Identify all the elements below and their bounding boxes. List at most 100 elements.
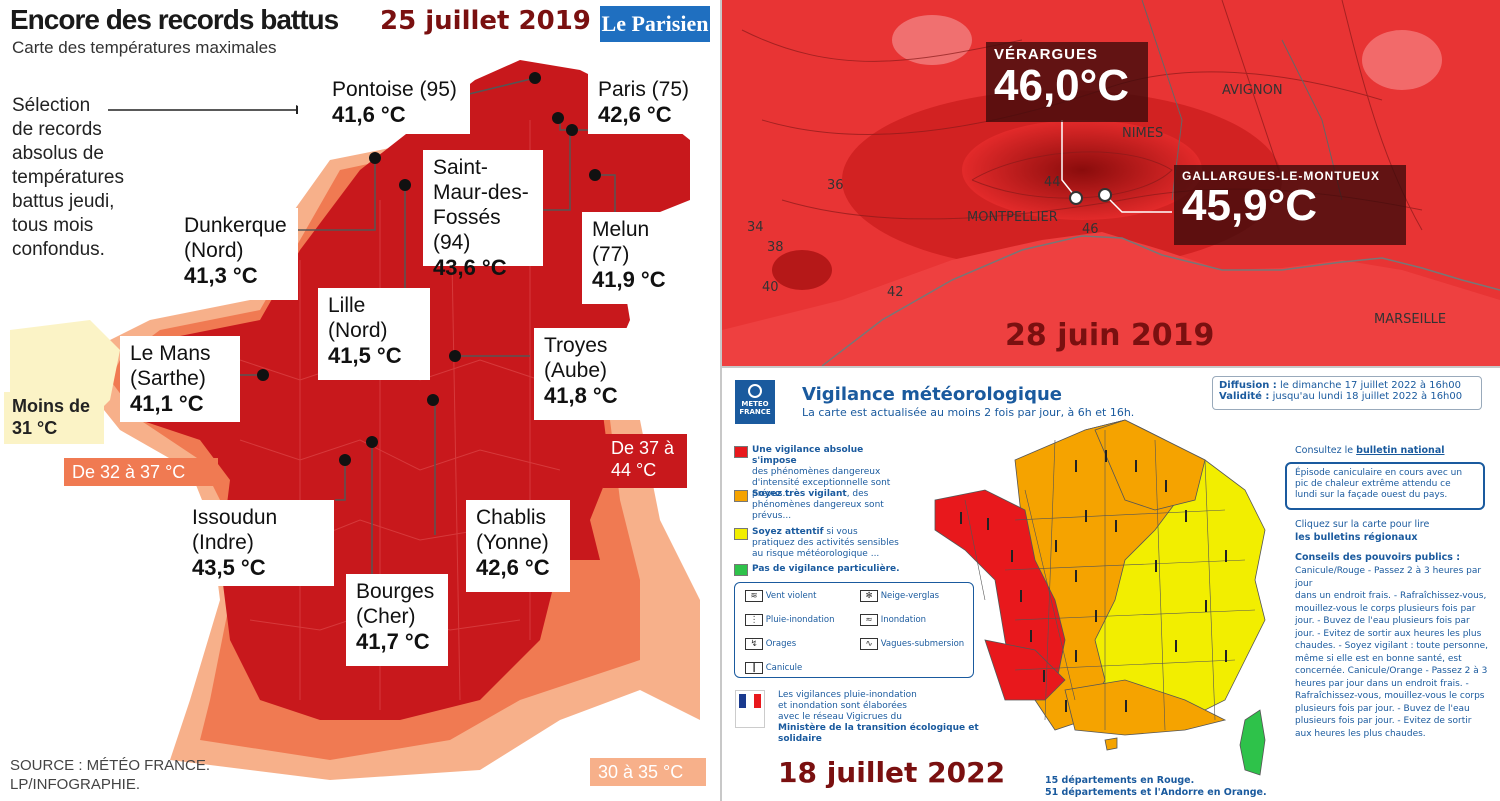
phenomenon-label: Inondation [880, 615, 927, 625]
callout-name: Lille (Nord) [328, 294, 388, 342]
red-zone-south [984, 639, 1066, 701]
conseils-line: jour. - Evitez de sortir aux heures les … [1295, 628, 1482, 639]
conseils-line: mouillez-vous le corps plusieurs fois pa… [1295, 603, 1476, 614]
bulletin-national-link[interactable]: bulletin national [1356, 445, 1445, 456]
vigilance-france-map[interactable] [925, 400, 1275, 780]
vigilance-subtitle: La carte est actualisée au moins 2 fois … [802, 406, 1135, 419]
diffusion-value: le dimanche 17 juillet 2022 à 16h00 [1280, 380, 1461, 391]
episode-box: Épisode caniculaire en cours avec un pic… [1285, 462, 1485, 510]
panel-divider [722, 366, 1500, 368]
conseils-line: plusieurs fois par jour. - Evitez de sor… [1295, 716, 1472, 726]
phenomenon-label: Neige-verglas [880, 591, 940, 601]
isoline-label: 46 [1082, 222, 1099, 237]
callout-name: Le Mans (Sarthe) [130, 342, 211, 390]
phenomenon-label: Pluie-inondation [765, 615, 835, 625]
map-date: 25 juillet 2019 [380, 6, 591, 36]
validite-label: Validité : [1219, 391, 1270, 402]
click-note: Cliquez sur la carte pour lire les bulle… [1295, 518, 1429, 544]
meteo-france-logo: METEO FRANCE [735, 380, 775, 424]
phenomenon-label: Orages [765, 639, 797, 649]
phenomenon-label: Vent violent [765, 591, 817, 601]
selection-line: Sélection [12, 95, 91, 116]
isoline-label: 38 [767, 240, 784, 255]
callout-value: 43,6 °C [433, 255, 507, 280]
diffusion-label: Diffusion : [1219, 380, 1277, 391]
dot-issoudun [339, 454, 351, 466]
level-bold: Une vigilance absolue s'impose [752, 445, 864, 466]
callout-name: Pontoise (95) [332, 78, 457, 101]
vigicrues-note: Les vigilances pluie-inondation et inond… [778, 690, 998, 745]
phenomenon-vagues: ∿ Vagues-submersion [860, 638, 964, 650]
callout-paris: Paris (75) 42,6 °C [588, 72, 704, 134]
legend-mid: De 32 à 37 °C [64, 458, 218, 486]
level-bold: Soyez attentif [752, 527, 824, 537]
meteo-france-emblem-icon [748, 384, 762, 398]
legend-cold: Moins de 31 °C [4, 392, 104, 444]
level-green: Pas de vigilance particulière. [752, 564, 902, 575]
city-avignon: AVIGNON [1222, 83, 1283, 98]
panel-divider [720, 0, 722, 801]
phenomenon-label: Vagues-submersion [880, 639, 965, 649]
callout-name: Dunkerque (Nord) [184, 214, 287, 262]
vigilance-title: Vigilance météorologique [802, 384, 1062, 405]
level-red-swatch [734, 446, 748, 458]
station-gallargues: GALLARGUES-LE-MONTUEUX 45,9°C [1174, 165, 1406, 245]
vigicrues-line: avec le réseau Vigicrues du [778, 712, 902, 722]
isoline-label: 40 [762, 280, 779, 295]
legend-coast: 30 à 35 °C [590, 758, 706, 786]
le-parisien-logo: Le Parisien [600, 6, 710, 42]
station-name: GALLARGUES-LE-MONTUEUX [1182, 169, 1380, 183]
callout-le-mans: Le Mans (Sarthe) 41,1 °C [120, 336, 240, 422]
callout-pontoise: Pontoise (95) 41,6 °C [322, 72, 470, 134]
dot-melun [589, 169, 601, 181]
callout-name: Issoudun (Indre) [192, 506, 278, 554]
click-text: Cliquez sur la carte pour lire [1295, 519, 1430, 530]
orange-zone-north [1094, 419, 1206, 511]
diffusion-box: Diffusion : le dimanche 17 juillet 2022 … [1212, 376, 1482, 410]
conseils-line: Rafraîchissez-vous, mouillez-vous le cor… [1295, 691, 1485, 701]
station-markers [1061, 120, 1172, 213]
corsica [1239, 709, 1266, 776]
level-bold: Soyez très vigilant [752, 489, 847, 499]
callout-value: 41,1 °C [130, 391, 204, 416]
callout-value: 42,6 °C [598, 102, 672, 127]
callout-value: 42,6 °C [476, 555, 550, 580]
level-bold: Pas de vigilance particulière. [752, 564, 900, 574]
vigilance-date: 18 juillet 2022 [778, 756, 1006, 789]
department-counts: 15 départements en Rouge. 51 département… [1045, 775, 1267, 799]
wave-icon: ∿ [860, 638, 878, 650]
callout-value: 41,3 °C [184, 263, 258, 288]
phenomenon-pluie: ⋮ Pluie-inondation [745, 614, 834, 626]
thermometer-icon [960, 450, 1227, 712]
isoline-label: 44 [1044, 175, 1061, 190]
conseils-line: concernée. Canicule/Orange - Passez 2 à … [1295, 666, 1488, 676]
level-text: , des phénomènes dangereux sont prévus..… [752, 489, 884, 521]
callout-value: 43,5 °C [192, 555, 266, 580]
level-text: des phénomènes dangereux d'intensité exc… [752, 467, 891, 499]
conseils-line: Canicule/Rouge - Passez 2 à 3 heures par… [1295, 566, 1482, 589]
phenomenon-inondation: ≈ Inondation [860, 614, 926, 626]
vigicrues-line: Les vigilances pluie-inondation [778, 690, 917, 700]
level-yellow-swatch [734, 528, 748, 540]
lightning-icon: ↯ [745, 638, 763, 650]
city-marseille: MARSEILLE [1374, 312, 1447, 327]
dot-bourges [366, 436, 378, 448]
conseils-line: dans un endroit frais. - Rafraîchissez-v… [1295, 591, 1487, 601]
phenomenon-vent: ≋ Vent violent [745, 590, 816, 602]
validite-value: jusqu'au lundi 18 juillet 2022 à 16h00 [1272, 391, 1463, 402]
phenomenon-neige: ✻ Neige-verglas [860, 590, 939, 602]
bulletins-regionaux-link[interactable]: les bulletins régionaux [1295, 532, 1418, 543]
map-subtitle: Carte des températures maximales [12, 38, 277, 57]
wind-icon: ≋ [745, 590, 763, 602]
callout-name: Melun (77) [592, 218, 650, 266]
level-green-swatch [734, 564, 748, 576]
andorra [1104, 737, 1118, 751]
level-text: si vous pratiquez des activités sensible… [752, 527, 899, 559]
source-line: SOURCE : MÉTÉO FRANCE. [10, 757, 211, 774]
conseils-line: jour. - Buvez de l'eau plusieurs fois pa… [1295, 616, 1470, 626]
vigicrues-line: Ministère de la transition écologique et… [778, 723, 979, 744]
isoline-label: 34 [747, 220, 764, 235]
arrow-right-icon [108, 105, 298, 114]
flood-icon: ≈ [860, 614, 878, 626]
consult-text: Consultez le [1295, 445, 1354, 456]
